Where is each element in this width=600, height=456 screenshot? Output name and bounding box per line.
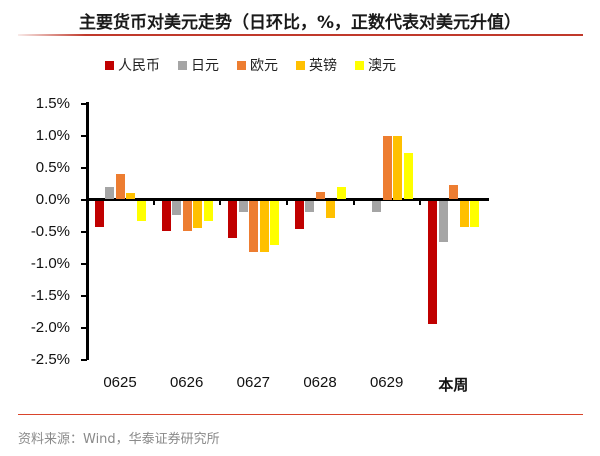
- bar: [372, 200, 381, 213]
- legend-label: 人民币: [118, 58, 160, 74]
- x-tick-label: 0628: [303, 374, 337, 391]
- y-tick-label: 1.0%: [35, 126, 70, 144]
- bar: [393, 135, 402, 200]
- y-tick: [81, 262, 87, 265]
- y-tick-label: -0.5%: [30, 222, 70, 240]
- bar: [161, 200, 171, 232]
- x-tick-label: 0625: [103, 374, 137, 391]
- bar: [182, 200, 192, 231]
- y-tick-label: 1.5%: [35, 94, 70, 112]
- legend-item: 欧元: [237, 55, 278, 75]
- x-tick: [152, 198, 155, 205]
- bar: [449, 185, 459, 200]
- chart-legend: 人民币 日元 欧元 英镑 澳元: [105, 55, 396, 75]
- x-tick: [419, 198, 422, 205]
- bar: [336, 186, 346, 200]
- bar: [228, 200, 238, 238]
- y-tick: [81, 230, 87, 233]
- bar: [270, 200, 280, 246]
- y-tick: [81, 198, 87, 201]
- bar: [238, 200, 248, 213]
- legend-item: 英镑: [296, 55, 337, 75]
- source-note: 资料来源：Wind，华泰证券研究所: [18, 432, 220, 447]
- bar: [136, 200, 146, 221]
- y-tick: [81, 294, 87, 297]
- bar: [115, 173, 125, 200]
- legend-swatch-icon: [296, 60, 305, 70]
- bar: [305, 200, 315, 213]
- legend-label: 欧元: [250, 58, 278, 74]
- footer-divider: [18, 414, 583, 415]
- bar: [382, 135, 392, 200]
- x-tick: [352, 198, 355, 205]
- y-tick-label: -2.0%: [30, 318, 70, 336]
- bar: [403, 153, 413, 200]
- chart-title: 主要货币对美元走势（日环比，%，正数代表对美元升值）: [78, 13, 522, 33]
- y-tick-label: -1.5%: [30, 286, 70, 304]
- legend-item: 人民币: [105, 55, 160, 75]
- bar: [326, 200, 336, 218]
- y-tick: [81, 358, 87, 361]
- legend-label: 澳元: [368, 58, 396, 74]
- bar: [172, 200, 181, 215]
- legend-swatch-icon: [355, 60, 364, 70]
- y-tick: [81, 134, 87, 137]
- bar: [294, 200, 304, 230]
- title-divider: [18, 34, 583, 36]
- y-tick: [81, 102, 87, 105]
- y-tick-label: -1.0%: [30, 254, 70, 272]
- bar: [126, 193, 136, 200]
- legend-label: 英镑: [309, 58, 337, 74]
- x-tick-label: 0626: [169, 374, 204, 391]
- y-axis: [86, 102, 89, 360]
- x-tick: [286, 198, 288, 205]
- bar: [438, 200, 448, 243]
- bar: [428, 200, 438, 325]
- y-tick-label: 0.0%: [35, 190, 70, 208]
- legend-item: 澳元: [355, 55, 396, 75]
- y-tick: [81, 326, 87, 329]
- legend-swatch-icon: [237, 60, 246, 70]
- y-tick: [81, 166, 87, 169]
- y-tick-label: 0.5%: [35, 158, 70, 176]
- bar: [315, 191, 325, 200]
- y-tick-label: -2.5%: [30, 350, 70, 368]
- bar: [459, 200, 469, 228]
- legend-swatch-icon: [105, 60, 114, 70]
- x-tick-label: 本周: [438, 376, 469, 394]
- bar: [203, 200, 213, 221]
- legend-item: 日元: [178, 55, 219, 75]
- bar: [259, 200, 269, 252]
- bar: [249, 200, 259, 252]
- x-tick-label: 0627: [236, 374, 271, 391]
- x-tick-label: 0629: [369, 374, 404, 391]
- bar: [94, 200, 104, 228]
- bar: [470, 200, 480, 228]
- x-tick: [219, 198, 222, 205]
- legend-swatch-icon: [178, 60, 187, 70]
- bar: [193, 200, 202, 229]
- bar: [105, 186, 115, 200]
- legend-label: 日元: [191, 58, 219, 74]
